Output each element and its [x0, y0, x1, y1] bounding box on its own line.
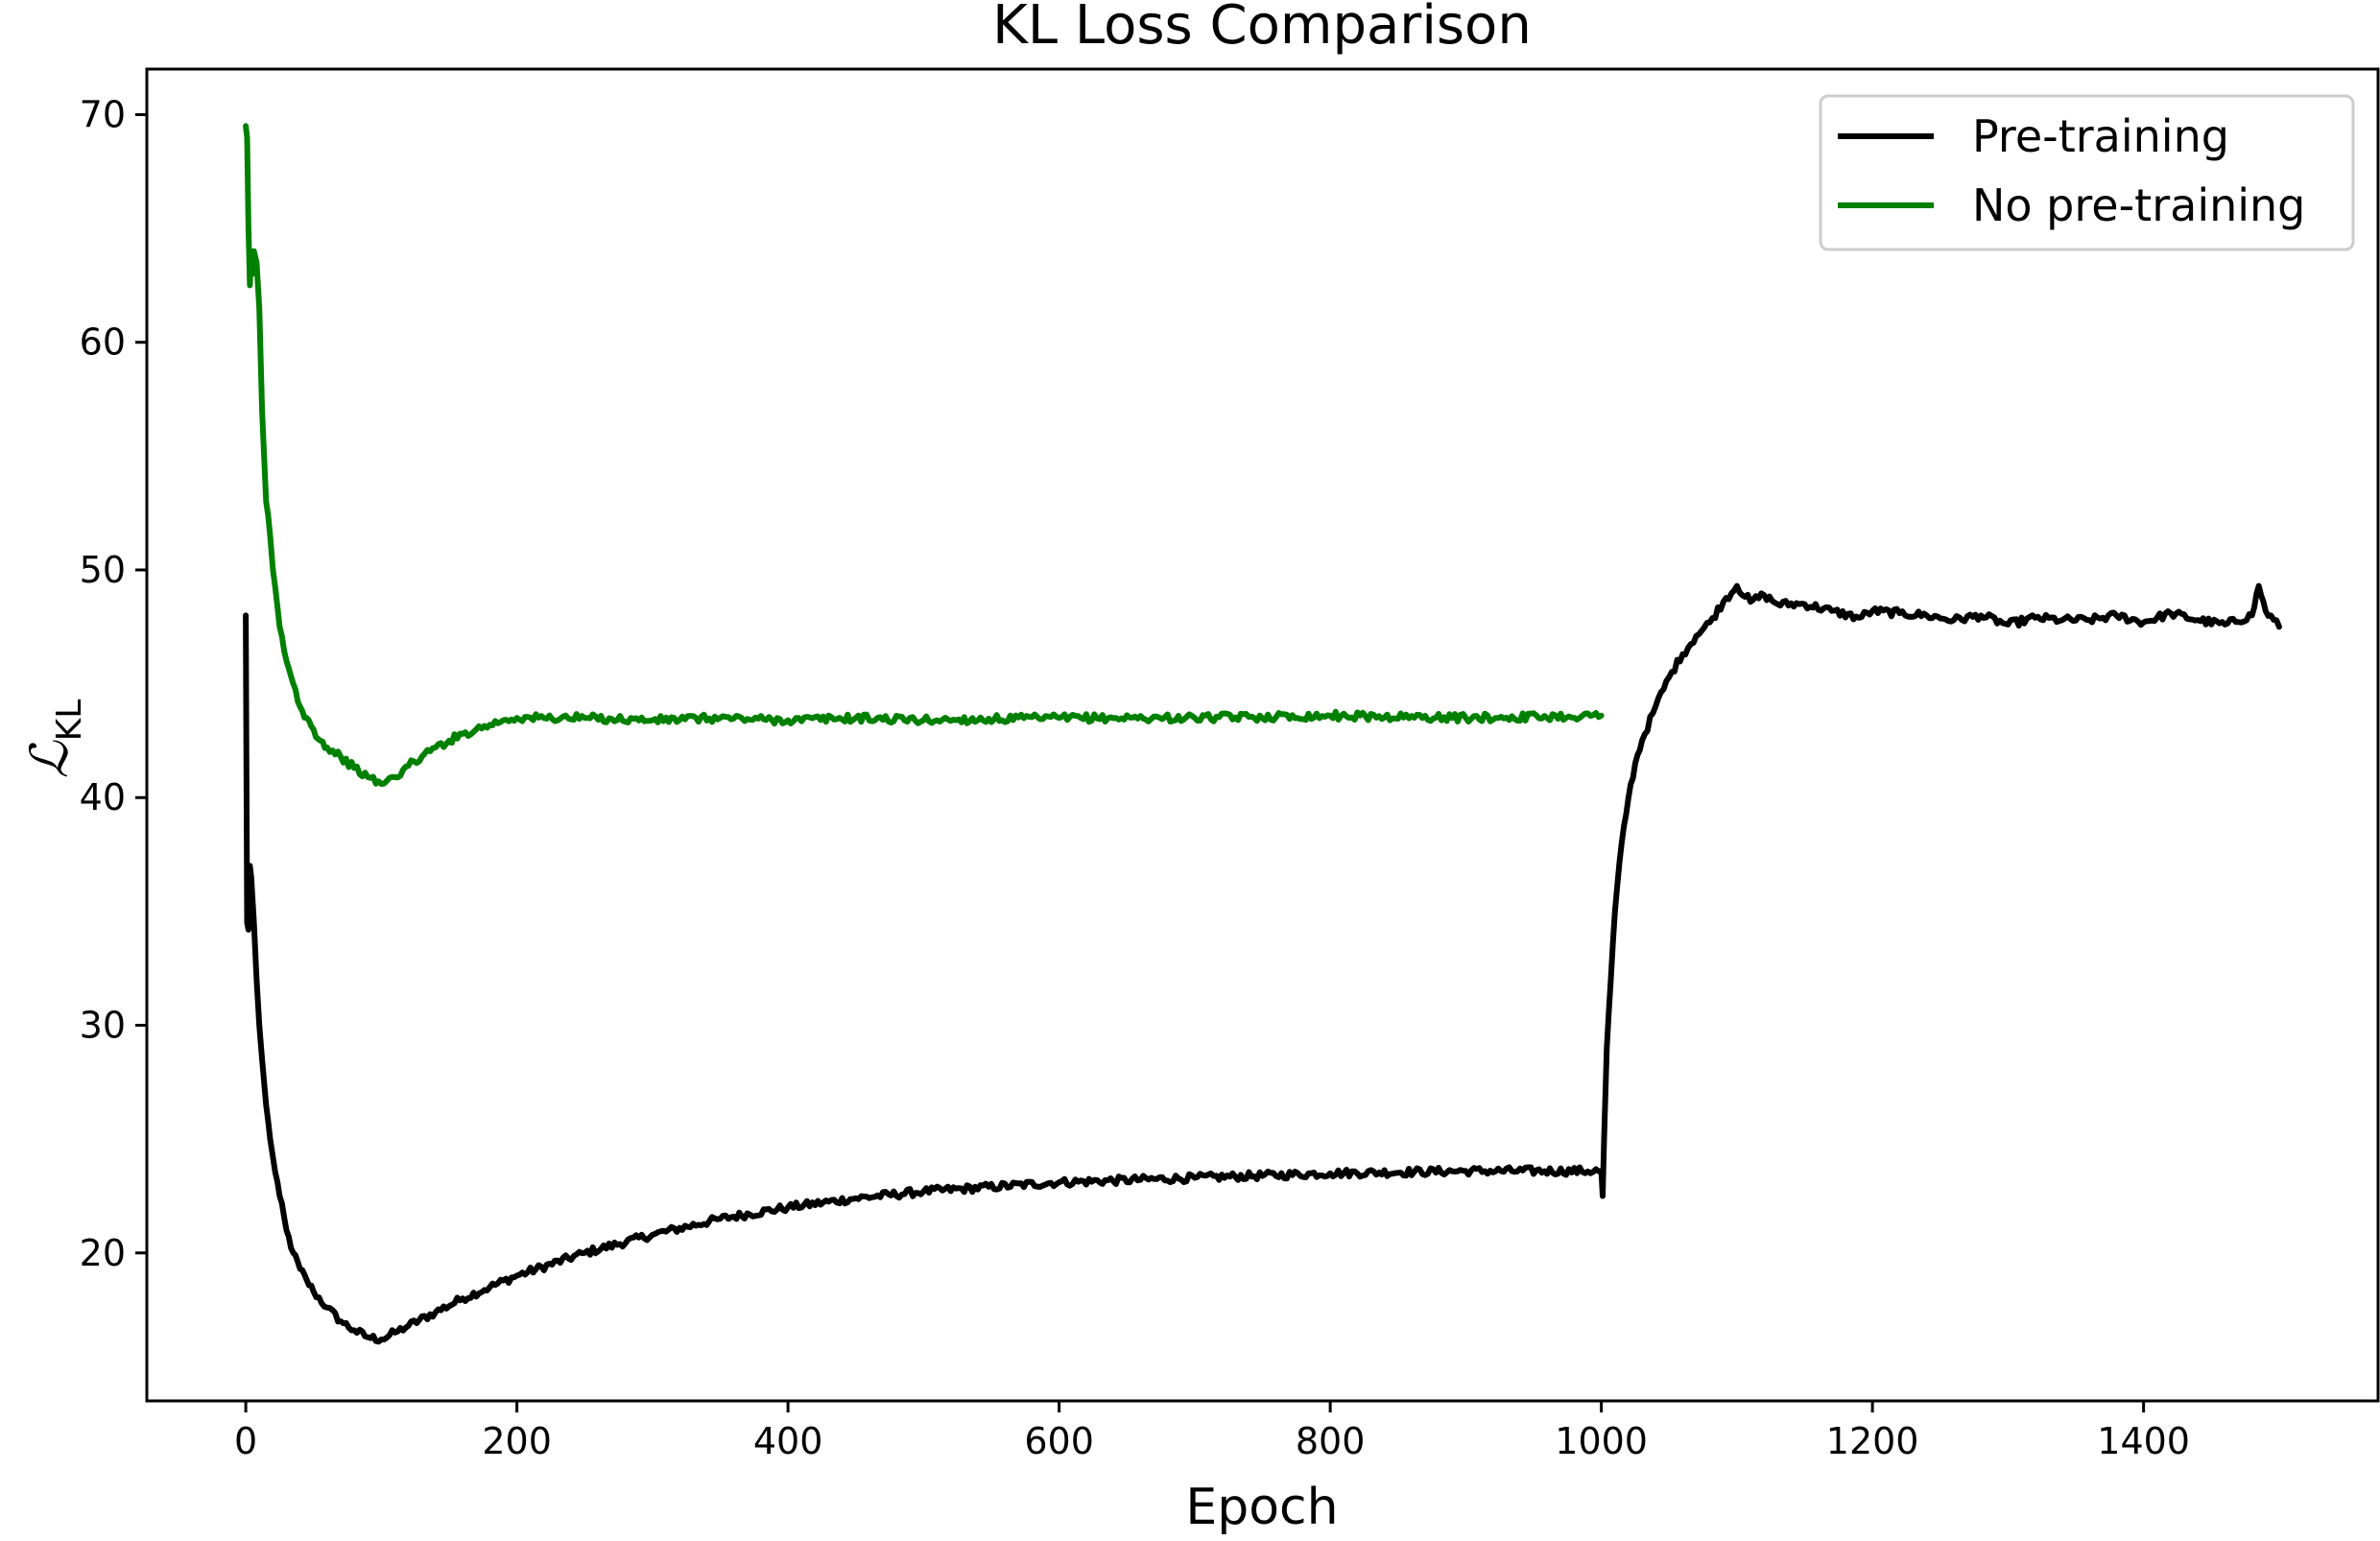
- y-axis-label: ℒKL: [19, 699, 89, 779]
- legend-label-1: Pre-training: [1972, 110, 2229, 162]
- series-layer: [243, 123, 2282, 1345]
- y-axis-label-sub: KL: [50, 699, 89, 742]
- legend: Pre-training No pre-training: [1819, 94, 2355, 251]
- x-tick-label: 200: [482, 1420, 552, 1462]
- x-tick-label: 0: [234, 1420, 257, 1462]
- legend-box: [1819, 94, 2355, 251]
- x-tick-label: 1000: [1555, 1420, 1648, 1462]
- y-tick-label: 40: [80, 776, 126, 818]
- y-axis-label-main: ℒ: [19, 740, 80, 778]
- x-tick-label: 600: [1024, 1420, 1094, 1462]
- y-tick-label: 30: [80, 1005, 126, 1047]
- legend-label-2: No pre-training: [1972, 179, 2305, 231]
- x-tick-label: 400: [753, 1420, 823, 1462]
- x-tick-label: 1400: [2097, 1420, 2190, 1462]
- x-axis-label: Epoch: [1185, 1479, 1338, 1536]
- x-tick-label: 800: [1296, 1420, 1366, 1462]
- series-line-no-pre-training: [243, 123, 1605, 787]
- x-tick-label: 1200: [1826, 1420, 1919, 1462]
- axes-frame: [145, 67, 2380, 1403]
- chart-title: KL Loss Comparison: [992, 0, 1532, 57]
- y-tick-label: 50: [80, 549, 126, 591]
- y-tick-label: 20: [80, 1232, 126, 1274]
- y-tick-label: 70: [80, 93, 126, 135]
- y-tick-label: 60: [80, 321, 126, 364]
- series-line-pre-training: [243, 582, 2282, 1345]
- ticks-layer: 0 200 400 600 800 1000 1200 1400 20 30 40 50 60 70: [80, 93, 2190, 1462]
